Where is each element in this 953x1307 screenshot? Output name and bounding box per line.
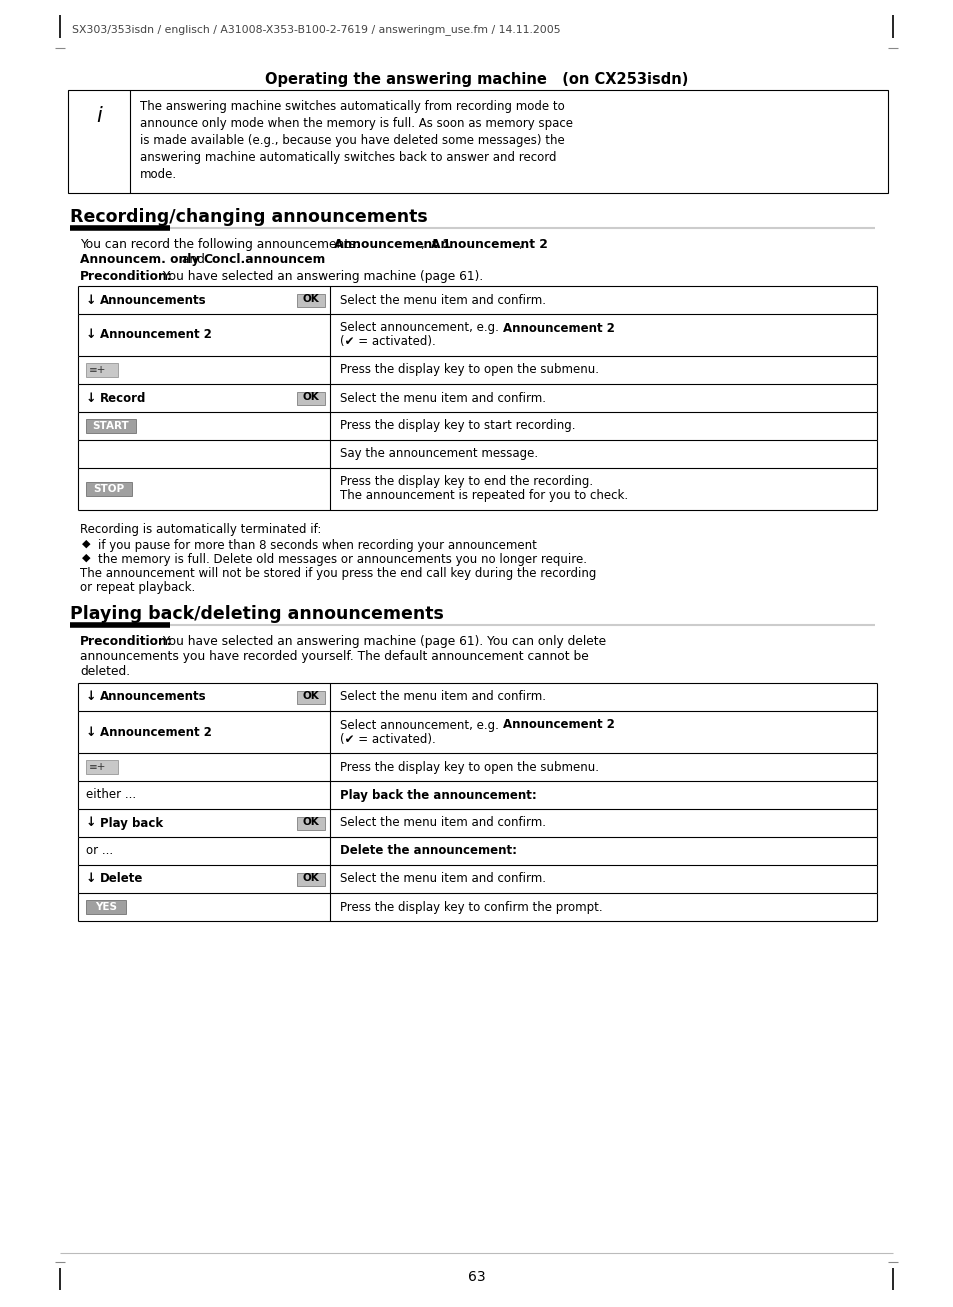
Text: ,: , bbox=[517, 238, 521, 251]
Text: ,: , bbox=[420, 238, 428, 251]
Text: i: i bbox=[96, 106, 102, 125]
Text: (✔ = activated).: (✔ = activated). bbox=[339, 732, 436, 745]
Bar bbox=[86, 482, 132, 495]
Text: ↓: ↓ bbox=[86, 294, 96, 307]
Text: The answering machine switches automatically from recording mode to: The answering machine switches automatic… bbox=[140, 101, 564, 112]
Text: (✔ = activated).: (✔ = activated). bbox=[339, 336, 436, 349]
Text: Press the display key to open the submenu.: Press the display key to open the submen… bbox=[339, 761, 598, 774]
Text: deleted.: deleted. bbox=[80, 665, 130, 678]
Text: START: START bbox=[92, 421, 130, 431]
Text: Concl.announcem: Concl.announcem bbox=[203, 254, 325, 267]
Text: OK: OK bbox=[302, 392, 319, 403]
Text: or ...: or ... bbox=[86, 844, 113, 857]
Text: Select the menu item and confirm.: Select the menu item and confirm. bbox=[339, 392, 545, 404]
Text: Announcement 2: Announcement 2 bbox=[502, 322, 614, 335]
Text: ↓: ↓ bbox=[86, 725, 96, 738]
Text: ≡+: ≡+ bbox=[89, 762, 107, 772]
Text: either ...: either ... bbox=[86, 788, 136, 801]
Bar bbox=[86, 901, 126, 914]
Text: Precondition:: Precondition: bbox=[80, 635, 172, 648]
Text: Select the menu item and confirm.: Select the menu item and confirm. bbox=[339, 873, 545, 886]
Text: Press the display key to open the submenu.: Press the display key to open the submen… bbox=[339, 363, 598, 376]
Text: You have selected an answering machine (page 61).: You have selected an answering machine (… bbox=[159, 271, 483, 284]
Text: Precondition:: Precondition: bbox=[80, 271, 172, 284]
Text: Record: Record bbox=[100, 392, 146, 404]
Text: The announcement will not be stored if you press the end call key during the rec: The announcement will not be stored if y… bbox=[80, 567, 596, 580]
Text: 63: 63 bbox=[468, 1270, 485, 1283]
Bar bbox=[296, 392, 325, 404]
Text: ↓: ↓ bbox=[86, 873, 96, 886]
Text: OK: OK bbox=[302, 817, 319, 827]
Text: SX303/353isdn / englisch / A31008-X353-B100-2-7619 / answeringm_use.fm / 14.11.2: SX303/353isdn / englisch / A31008-X353-B… bbox=[71, 25, 560, 35]
Text: answering machine automatically switches back to answer and record: answering machine automatically switches… bbox=[140, 152, 556, 163]
Text: ↓: ↓ bbox=[86, 328, 96, 341]
Text: You have selected an answering machine (page 61). You can only delete: You have selected an answering machine (… bbox=[159, 635, 605, 648]
Text: Recording is automatically terminated if:: Recording is automatically terminated if… bbox=[80, 523, 321, 536]
Text: YES: YES bbox=[95, 902, 117, 912]
Text: Play back the announcement:: Play back the announcement: bbox=[339, 788, 537, 801]
Text: Delete the announcement:: Delete the announcement: bbox=[339, 844, 517, 857]
Text: Play back: Play back bbox=[100, 817, 163, 830]
Text: Announcement 2: Announcement 2 bbox=[431, 238, 547, 251]
Text: Select announcement, e.g.: Select announcement, e.g. bbox=[339, 322, 502, 335]
Text: announcements you have recorded yourself. The default announcement cannot be: announcements you have recorded yourself… bbox=[80, 650, 588, 663]
Text: ◆: ◆ bbox=[82, 553, 91, 563]
Text: Select the menu item and confirm.: Select the menu item and confirm. bbox=[339, 690, 545, 703]
Text: Announcement 2: Announcement 2 bbox=[502, 322, 614, 335]
Text: Recording/changing announcements: Recording/changing announcements bbox=[70, 208, 427, 226]
Bar bbox=[68, 90, 887, 193]
Text: OK: OK bbox=[302, 873, 319, 884]
Text: Press the display key to start recording.: Press the display key to start recording… bbox=[339, 420, 575, 433]
Text: OK: OK bbox=[302, 294, 319, 305]
Text: and: and bbox=[178, 254, 209, 267]
Bar bbox=[296, 873, 325, 886]
Bar bbox=[86, 420, 136, 433]
Text: The announcement is repeated for you to check.: The announcement is repeated for you to … bbox=[339, 490, 627, 502]
Text: mode.: mode. bbox=[140, 169, 177, 180]
Bar bbox=[296, 817, 325, 830]
Text: Announcement 2: Announcement 2 bbox=[502, 719, 614, 732]
Text: announce only mode when the memory is full. As soon as memory space: announce only mode when the memory is fu… bbox=[140, 118, 573, 129]
Text: Press the display key to confirm the prompt.: Press the display key to confirm the pro… bbox=[339, 901, 602, 914]
Text: ◆: ◆ bbox=[82, 538, 91, 549]
Text: Select announcement, e.g.: Select announcement, e.g. bbox=[339, 719, 502, 732]
Text: or repeat playback.: or repeat playback. bbox=[80, 582, 195, 593]
Text: ↓: ↓ bbox=[86, 392, 96, 404]
Bar bbox=[86, 363, 118, 376]
Text: Announcement 1: Announcement 1 bbox=[334, 238, 451, 251]
Text: Delete: Delete bbox=[100, 873, 143, 886]
Text: Say the announcement message.: Say the announcement message. bbox=[339, 447, 537, 460]
Bar bbox=[86, 759, 118, 774]
Text: ≡+: ≡+ bbox=[89, 365, 107, 375]
Text: if you pause for more than 8 seconds when recording your announcement: if you pause for more than 8 seconds whe… bbox=[98, 538, 537, 552]
Text: Select the menu item and confirm.: Select the menu item and confirm. bbox=[339, 294, 545, 307]
Text: is made available (e.g., because you have deleted some messages) the: is made available (e.g., because you hav… bbox=[140, 135, 564, 146]
Text: Announcement 2: Announcement 2 bbox=[502, 719, 614, 732]
Text: Select the menu item and confirm.: Select the menu item and confirm. bbox=[339, 817, 545, 830]
Text: Delete the announcement:: Delete the announcement: bbox=[339, 844, 517, 857]
Text: ↓: ↓ bbox=[86, 817, 96, 830]
Text: STOP: STOP bbox=[93, 484, 125, 494]
Text: You can record the following announcements:: You can record the following announcemen… bbox=[80, 238, 363, 251]
Text: Announcement 2: Announcement 2 bbox=[100, 328, 212, 341]
Bar bbox=[296, 294, 325, 307]
Text: Select announcement, e.g.: Select announcement, e.g. bbox=[339, 322, 502, 335]
Text: Playing back/deleting announcements: Playing back/deleting announcements bbox=[70, 605, 443, 623]
Text: the memory is full. Delete old messages or announcements you no longer require.: the memory is full. Delete old messages … bbox=[98, 553, 586, 566]
Text: .: . bbox=[299, 254, 304, 267]
Text: OK: OK bbox=[302, 691, 319, 701]
Text: Announcem. only: Announcem. only bbox=[80, 254, 199, 267]
Text: Announcements: Announcements bbox=[100, 690, 207, 703]
Text: Announcements: Announcements bbox=[100, 294, 207, 307]
Text: Press the display key to end the recording.: Press the display key to end the recordi… bbox=[339, 476, 593, 489]
Text: Select announcement, e.g.: Select announcement, e.g. bbox=[339, 719, 502, 732]
Text: Operating the answering machine   (on CX253isdn): Operating the answering machine (on CX25… bbox=[265, 72, 688, 88]
Text: ↓: ↓ bbox=[86, 690, 96, 703]
Bar bbox=[296, 690, 325, 703]
Text: Play back the announcement:: Play back the announcement: bbox=[339, 788, 537, 801]
Text: Announcement 2: Announcement 2 bbox=[100, 725, 212, 738]
